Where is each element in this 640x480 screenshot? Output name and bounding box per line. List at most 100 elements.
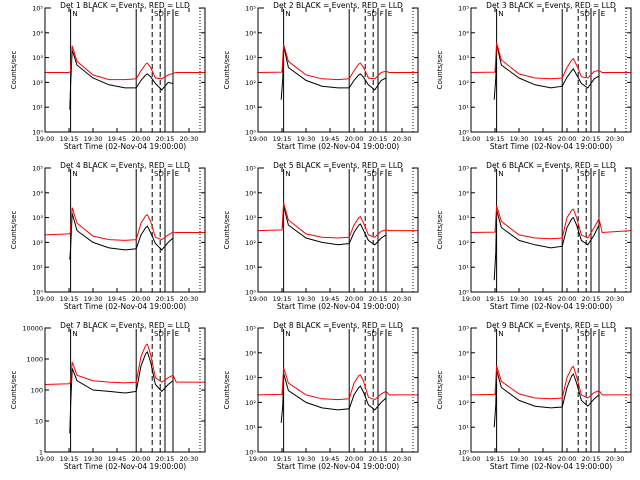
y-tick-label: 10⁴ [32,29,43,37]
y-tick-label: 10¹ [245,104,256,112]
x-tick-label: 19:00 [249,135,268,143]
y-tick-label: 10⁰ [245,289,256,297]
title-bg [477,1,625,9]
marker-label: E [601,170,605,178]
x-tick-label: 19:00 [36,135,55,143]
y-axis-label: Counts/sec [10,371,18,410]
x-axis-label: Start Time (02-Nov-04 19:00:00) [490,462,612,471]
x-tick-label: 19:45 [108,455,127,463]
x-tick-label: 19:15 [60,295,79,303]
y-axis-label: Counts/sec [223,51,231,90]
y-axis-label: Counts/sec [10,51,18,90]
y-tick-label: 10⁴ [245,189,256,197]
series-events [69,49,174,110]
marker-label: F [380,330,384,338]
x-tick-label: 20:30 [606,135,625,143]
series-events [282,205,387,246]
marker-label: F [593,170,597,178]
series-events [493,209,600,281]
x-tick-label: 19:15 [273,135,292,143]
series-lld [471,42,631,80]
series-events [493,369,600,428]
y-tick-label: 10⁰ [458,289,469,297]
x-tick-label: 20:00 [558,295,577,303]
x-tick-label: 20:30 [393,295,412,303]
x-axis-label: Start Time (02-Nov-04 19:00:00) [64,462,186,471]
y-tick-label: 10¹ [458,424,469,432]
x-tick-label: 19:30 [297,295,316,303]
y-tick-label: 10⁴ [32,189,43,197]
y-axis-label: Counts/sec [223,211,231,250]
marker-label: E [388,10,392,18]
y-tick-label: 10⁵ [32,5,43,13]
y-axis-label: Counts/sec [436,371,444,410]
marker-label: N [72,170,77,178]
marker-label: SD [367,170,377,178]
x-tick-label: 20:15 [582,295,601,303]
y-tick-label: 10⁰ [245,449,256,457]
marker-label: E [175,330,179,338]
y-tick-label: 10³ [32,54,43,62]
x-tick-label: 20:30 [606,295,625,303]
chart-title: Det 9 BLACK = Events, RED = LLD [486,321,616,330]
x-tick-label: 19:00 [36,295,55,303]
x-tick-label: 20:15 [369,295,388,303]
x-tick-label: 20:15 [156,295,175,303]
y-tick-label: 1000 [26,356,43,364]
x-tick-label: 19:00 [462,295,481,303]
y-tick-label: 10⁵ [245,5,256,13]
x-tick-label: 20:30 [606,455,625,463]
y-tick-label: 10⁴ [458,349,469,357]
x-tick-label: 20:00 [345,135,364,143]
marker-label: SD [367,10,377,18]
y-axis-label: Counts/sec [436,51,444,90]
x-tick-label: 19:45 [321,135,340,143]
marker-label: SD [154,10,164,18]
marker-label: N [285,10,290,18]
y-tick-label: 10² [32,239,43,247]
y-tick-label: 10⁴ [245,349,256,357]
y-tick-label: 10⁰ [245,129,256,137]
x-tick-label: 19:00 [249,295,268,303]
y-tick-label: 10² [245,79,256,87]
y-tick-label: 10² [458,239,469,247]
chart-title: Det 5 BLACK = Events, RED = LLD [273,161,403,170]
marker-label: SD [154,330,164,338]
series-lld [45,207,205,241]
y-axis-label: Counts/sec [10,211,18,250]
title-bg [264,1,412,9]
series-lld [258,43,418,81]
x-tick-label: 20:00 [558,135,577,143]
title-bg [264,321,412,329]
y-tick-label: 10³ [458,374,469,382]
y-tick-label: 10¹ [32,264,43,272]
y-tick-label: 10¹ [245,264,256,272]
x-tick-label: 20:00 [558,455,577,463]
y-tick-label: 10¹ [458,104,469,112]
x-tick-label: 19:45 [321,295,340,303]
y-tick-label: 10³ [458,54,469,62]
x-tick-label: 19:15 [60,455,79,463]
y-tick-label: 10² [458,399,469,407]
y-tick-label: 1 [39,449,43,457]
marker-label: E [601,330,605,338]
marker-label: F [167,10,171,18]
y-tick-label: 10000 [22,325,43,333]
x-tick-label: 20:30 [393,455,412,463]
x-tick-label: 20:30 [180,295,199,303]
y-tick-label: 10³ [32,214,43,222]
marker-label: SD [580,10,590,18]
plot-frame [44,327,206,453]
x-tick-label: 19:30 [510,455,529,463]
x-tick-label: 19:15 [486,135,505,143]
series-lld [45,343,205,385]
y-axis-label: Counts/sec [436,211,444,250]
x-tick-label: 20:00 [132,135,151,143]
series-lld [471,365,631,400]
